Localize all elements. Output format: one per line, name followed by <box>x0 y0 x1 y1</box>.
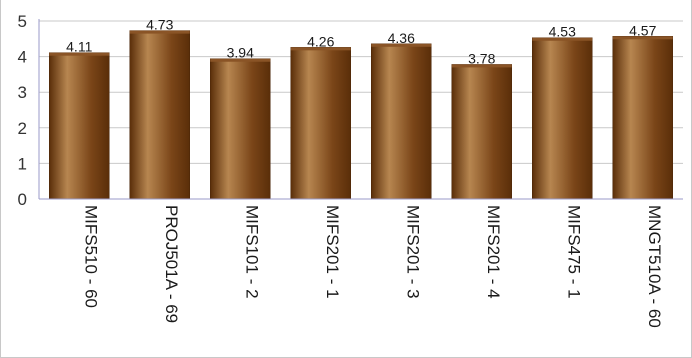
data-label: 4.11 <box>66 39 92 55</box>
y-tick-label: 5 <box>18 12 27 31</box>
y-tick-label: 0 <box>18 190 27 209</box>
data-label: 3.94 <box>227 45 254 61</box>
data-label: 4.57 <box>629 22 656 38</box>
y-tick-label: 1 <box>18 154 27 173</box>
bar <box>532 37 593 200</box>
x-category-label: MIFS475 - 1 <box>564 205 583 299</box>
y-tick-label: 2 <box>18 119 27 138</box>
bar-cap <box>371 43 432 47</box>
bar-cap <box>129 30 190 34</box>
data-label: 3.78 <box>468 50 495 66</box>
x-category-label: MIFS201 - 1 <box>323 205 342 299</box>
axis-layer: 0 1 2 3 4 5 <box>18 12 683 209</box>
bar-cap <box>49 52 110 56</box>
bar-cap <box>290 47 351 51</box>
data-label: 4.36 <box>388 30 415 46</box>
x-category-label: MIFS201 - 4 <box>484 205 503 299</box>
x-category-label: MIFS201 - 3 <box>403 205 422 299</box>
x-category-label: MNGT510A - 60 <box>645 205 664 328</box>
y-tick-label: 4 <box>18 48 27 67</box>
bar-cap <box>451 64 512 68</box>
bar <box>129 30 190 200</box>
bar <box>451 64 512 200</box>
bar <box>612 36 673 200</box>
data-label: 4.26 <box>307 33 334 49</box>
bar <box>49 52 110 200</box>
bar <box>290 47 351 200</box>
x-category-label: MIFS510 - 60 <box>81 205 100 308</box>
data-label: 4.53 <box>549 24 576 40</box>
label-layer: 4.11 MIFS510 - 60 4.73 PROJ501A - 69 3.94 MIF… <box>66 17 664 328</box>
x-category-label: PROJ501A - 69 <box>162 205 181 323</box>
bar-cap <box>612 36 673 40</box>
bar-layer <box>49 30 673 200</box>
x-category-label: MIFS101 - 2 <box>242 205 261 299</box>
y-tick-label: 3 <box>18 83 27 102</box>
bar <box>210 58 271 200</box>
bar-cap <box>532 37 593 41</box>
data-label: 4.73 <box>146 17 173 33</box>
bar <box>371 43 432 200</box>
bar-cap <box>210 58 271 62</box>
